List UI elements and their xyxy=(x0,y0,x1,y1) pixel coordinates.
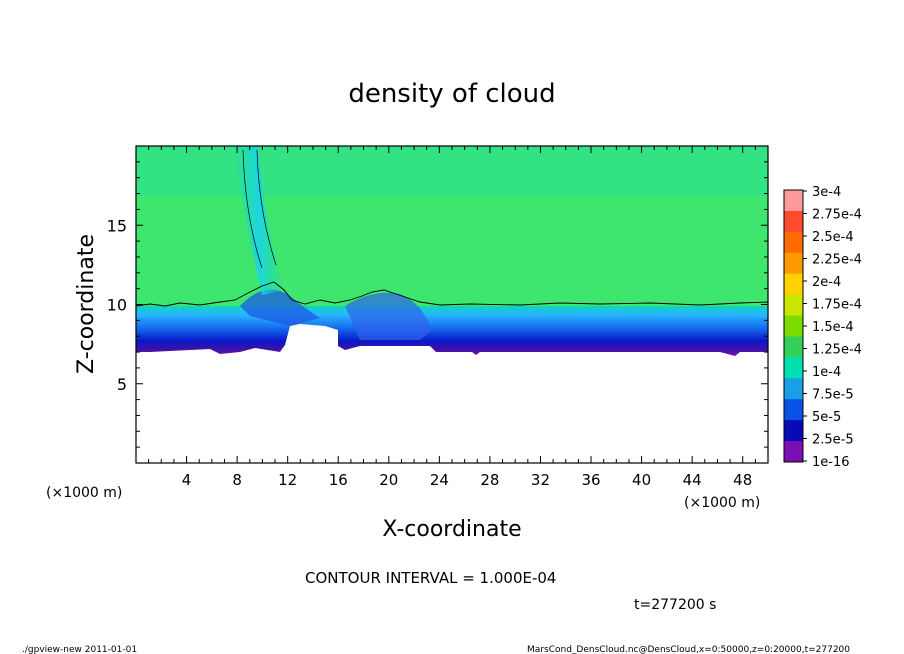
colorbar-swatch xyxy=(784,231,803,254)
colorbar-label: 3e-4 xyxy=(812,185,841,200)
x-axis: 4 8 12 16 20 24 28 32 36 40 44 48 xyxy=(135,146,769,489)
colorbar-swatch xyxy=(784,336,803,358)
colorbar-label: 2.75e-4 xyxy=(812,208,862,223)
cloud-band xyxy=(136,306,768,356)
x-tick-label: 4 xyxy=(182,471,192,489)
time-label: t=277200 s xyxy=(634,597,716,613)
x-tick-label: 48 xyxy=(733,471,752,489)
x-tick-label: 32 xyxy=(531,471,550,489)
colorbar-swatch xyxy=(784,252,803,275)
colorbar-swatch xyxy=(784,273,803,296)
y-tick-label: 15 xyxy=(107,216,127,235)
x-tick-label: 40 xyxy=(632,471,651,489)
contour-plume xyxy=(242,149,277,269)
chart-title: density of cloud xyxy=(348,79,555,109)
colorbar-swatch xyxy=(784,378,803,400)
y-tick-label: 10 xyxy=(107,296,127,315)
contour-interval-label: CONTOUR INTERVAL = 1.000E-04 xyxy=(305,569,556,587)
x-tick-label: 20 xyxy=(379,471,398,489)
colorbar-label: 5e-5 xyxy=(812,410,841,425)
y-tick-label: 5 xyxy=(117,375,127,394)
colorbar-label: 2.5e-5 xyxy=(812,433,854,448)
colorbar-swatch xyxy=(784,420,803,442)
cloud-bump-right xyxy=(345,292,432,340)
colorbar-label: 1.75e-4 xyxy=(812,298,862,313)
y-axis-title: Z-coordinate xyxy=(74,234,99,374)
cloud-upper-tint xyxy=(136,146,768,196)
footer-right: MarsCond_DensCloud.nc@DensCloud,x=0:5000… xyxy=(527,645,850,654)
x-axis-title: X-coordinate xyxy=(382,517,521,542)
x-tick-label: 28 xyxy=(480,471,499,489)
colorbar-label: 1e-4 xyxy=(812,365,841,380)
colorbar-swatch xyxy=(784,294,803,317)
plot-area xyxy=(136,146,768,463)
colorbar-swatch xyxy=(784,357,803,379)
x-tick-label: 24 xyxy=(430,471,449,489)
contour-line xyxy=(136,281,768,307)
x-tick-label: 44 xyxy=(683,471,702,489)
cloud-bump-left xyxy=(240,289,320,326)
y-unit-label: (×1000 m) xyxy=(46,485,122,501)
x-tick-label: 8 xyxy=(232,471,242,489)
x-tick-label: 36 xyxy=(581,471,600,489)
colorbar-label: 2.25e-4 xyxy=(812,253,862,268)
y-axis: 5 10 15 xyxy=(107,145,768,464)
x-tick-label: 16 xyxy=(329,471,348,489)
colorbar-swatch xyxy=(784,315,803,337)
colorbar-label: 1e-16 xyxy=(812,455,850,470)
colorbar-label: 7.5e-5 xyxy=(812,388,854,403)
colorbar-swatch xyxy=(784,399,803,421)
colorbar: 3e-4 2.75e-4 2.5e-4 2.25e-4 2e-4 1.75e-4 1.5e-… xyxy=(783,185,862,470)
colorbar-swatch xyxy=(784,190,803,212)
x-unit-label: (×1000 m) xyxy=(684,495,760,511)
footer-left: ./gpview-new 2011-01-01 xyxy=(22,645,137,654)
colorbar-swatch xyxy=(784,441,803,463)
colorbar-label: 2e-4 xyxy=(812,275,841,290)
colorbar-label: 1.5e-4 xyxy=(812,320,854,335)
colorbar-label: 1.25e-4 xyxy=(812,343,862,358)
colorbar-label: 2.5e-4 xyxy=(812,230,854,245)
colorbar-swatch xyxy=(784,210,803,233)
x-tick-label: 12 xyxy=(278,471,297,489)
